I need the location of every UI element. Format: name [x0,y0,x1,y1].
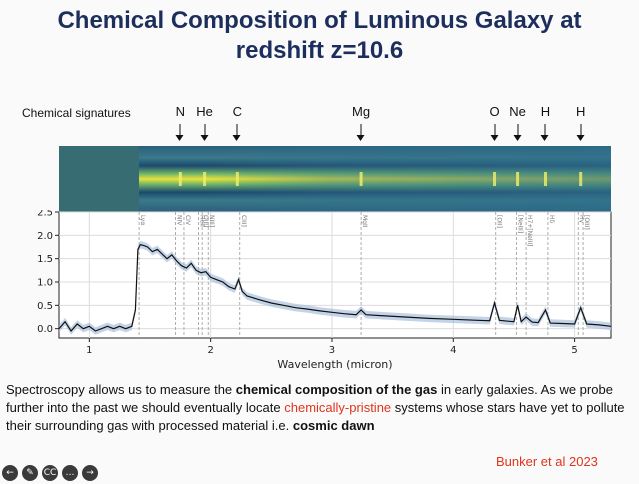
spectrum-2d-emission [235,172,239,186]
y-tick-label: 2.0 [37,231,53,242]
element-label-c: C [232,104,243,119]
spectrum-2d-emission [579,172,583,186]
down-arrow-icon [540,124,549,141]
emission-line-label: Hγ [578,215,585,224]
y-tick-label: 0.5 [37,301,53,312]
y-tick-label: 2.5 [37,210,53,219]
y-tick-label: 1.0 [37,278,53,289]
down-arrow-icon [200,124,209,141]
emission-line-label: [NeIII] [516,215,523,233]
spectrum-2d-emission [543,172,547,186]
pen-icon[interactable]: ✎ [22,465,38,481]
title-line-2: redshift z=10.6 [235,37,404,64]
x-axis-label: Wavelength (micron) [277,358,392,371]
element-label-ne: Ne [509,104,526,119]
element-label-h: H [575,104,586,119]
x-tick-label: 2 [207,345,213,356]
x-tick-label: 4 [450,345,456,356]
next-icon[interactable]: → [82,465,98,481]
spectrum-2d-image [59,146,611,212]
emission-line-label: CIV [184,215,191,226]
spectrum-2d-emission [516,172,520,186]
y-tick-label: 1.5 [37,254,53,265]
captions-icon[interactable]: CC [42,465,58,481]
spectrum-2d-emission [203,172,207,186]
x-tick-label: 1 [86,345,92,356]
emission-line-label: [OII] [496,215,503,228]
prev-icon[interactable]: ← [2,465,18,481]
spectrum-2d-emission [178,172,182,186]
x-tick-label: 5 [571,345,577,356]
more-icon[interactable]: … [62,465,78,481]
y-tick-label: 0.0 [37,324,53,335]
uncertainty-band [59,240,611,335]
emission-line-label: OIII] [202,215,209,227]
down-arrow-icon [513,124,522,141]
emission-line-label: NIV [175,215,182,226]
emission-line-label: CIII] [240,215,247,227]
down-arrow-icon [490,124,499,141]
emission-line-label: NIII] [208,215,215,227]
title-line-1: Chemical Composition of Luminous Galaxy … [57,7,582,34]
spectrum-2d-emission [493,172,497,186]
body-paragraph: Spectroscopy allows us to measure the ch… [6,381,632,435]
element-label-he: He [196,104,213,119]
emission-line-label: [OIII] [583,215,590,230]
down-arrow-icon [232,124,241,141]
element-label-n: N [175,104,186,119]
body-bold-1: chemical composition of the gas [235,382,438,397]
body-red-1: chemically-pristine [284,400,392,415]
credit-text: Bunker et al 2023 [496,454,598,469]
element-label-mg: Mg [352,104,371,119]
body-bold-2: cosmic dawn [292,418,375,433]
emission-line-label: MgII [361,215,368,228]
emission-line-label: Lyα [139,215,146,225]
spectrum-line [58,244,612,332]
chemical-signatures-label: Chemical signatures [22,106,131,120]
slide-title: Chemical Composition of Luminous Galaxy … [0,6,639,66]
element-label-o: O [489,104,500,119]
element-label-h: H [540,104,551,119]
body-text-1: Spectroscopy allows us to measure the [6,382,236,397]
emission-line-label: H7+[NeIII] [526,215,533,247]
body-text-2: in early galaxies. As we probe further i… [6,382,613,415]
spectrum-2d-emission [359,172,363,186]
down-arrow-icon [576,124,585,141]
down-arrow-icon [356,124,365,141]
body-text-3: systems whose stars have yet to pollute … [6,400,625,433]
emission-line-label: Hδ [548,215,555,224]
x-tick-label: 3 [329,345,335,356]
presentation-controls: ← ✎ CC… → [2,464,98,482]
emission-line-label: HeII [199,215,206,227]
down-arrow-icon [175,124,184,141]
